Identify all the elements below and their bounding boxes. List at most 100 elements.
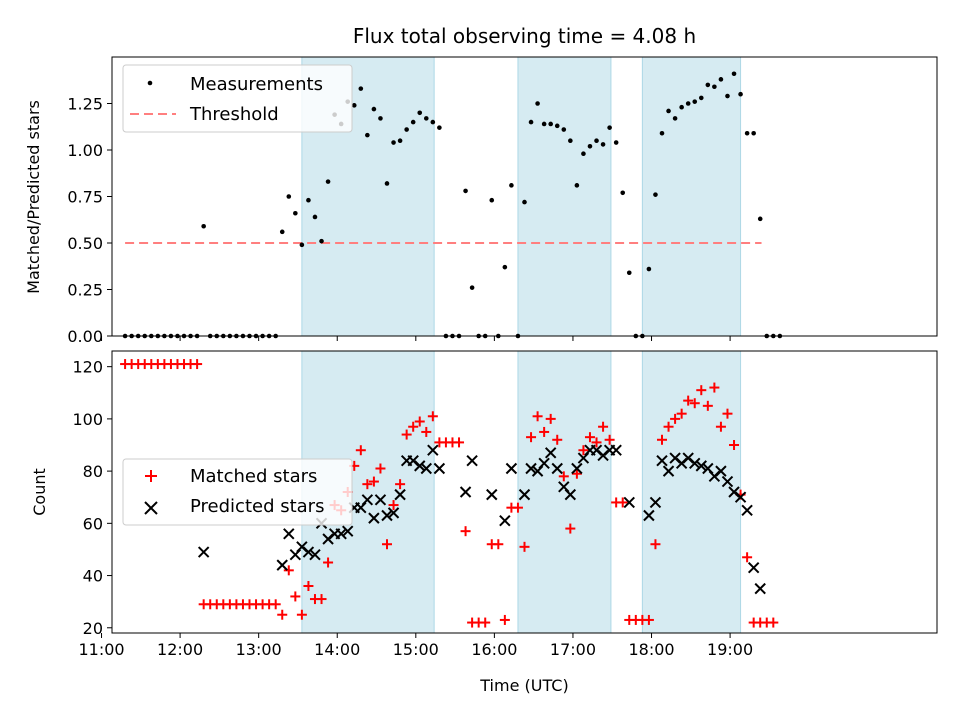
x-tick-label: 11:00 — [78, 640, 124, 659]
bottom-y-axis-ticks: 20 40 60 80 100 120 — [72, 358, 112, 638]
top-y-axis-ticks: 0.00 0.25 0.50 0.75 1.00 1.25 — [67, 95, 112, 346]
matched-star-point — [722, 408, 733, 419]
measurement-point — [299, 242, 305, 248]
predicted-star-point — [721, 475, 734, 488]
measurement-point — [293, 210, 298, 216]
measurement-point — [587, 143, 593, 149]
matched-star-point — [283, 565, 294, 576]
matched-star-point — [512, 502, 523, 513]
measurement-point — [712, 84, 717, 90]
matched-star-point — [382, 539, 392, 550]
measurement-point — [417, 110, 423, 116]
predicted-star-point — [747, 562, 760, 574]
measurement-point — [607, 125, 612, 130]
matched-star-point — [650, 539, 661, 550]
measurement-point — [574, 183, 580, 188]
legend-x-marker — [144, 501, 158, 515]
matched-star-point — [598, 421, 609, 432]
legend-matched-label: Matched stars — [190, 466, 317, 487]
matched-star-point — [480, 617, 491, 628]
top-observing-intervals — [301, 56, 742, 337]
matched-star-point — [742, 552, 753, 563]
predicted-star-point — [544, 447, 557, 459]
matched-star-point — [270, 599, 281, 610]
measurement-point — [594, 138, 599, 143]
legend-measurement-marker — [147, 80, 153, 86]
matched-star-point — [460, 526, 471, 537]
matched-star-point — [388, 500, 399, 511]
measurement-point — [522, 199, 527, 205]
matched-star-point — [277, 609, 288, 620]
matched-star-point — [689, 398, 700, 409]
predicted-star-point — [414, 460, 426, 472]
x-tick-label: 19:00 — [707, 640, 753, 659]
matched-stars-points — [120, 359, 779, 628]
y-tick-label: 0.00 — [67, 327, 103, 346]
measurement-point — [620, 190, 626, 196]
matched-star-point — [323, 557, 334, 568]
bottom-legend-box — [122, 458, 353, 526]
measurement-point — [319, 238, 324, 244]
matched-star-point — [617, 497, 628, 508]
measurement-point — [561, 127, 567, 132]
legend-predicted-label: Predicted stars — [190, 496, 324, 517]
measurement-point — [548, 121, 553, 127]
predicted-star-point — [276, 559, 288, 571]
matched-star-point — [532, 411, 543, 422]
measurement-point — [679, 104, 684, 110]
predicted-star-point — [505, 462, 518, 475]
measurement-point — [757, 216, 763, 222]
predicted-star-point — [538, 457, 550, 469]
measurement-point — [535, 101, 540, 106]
predicted-star-point — [466, 454, 478, 467]
observing-interval-2 — [517, 56, 612, 337]
measurement-point — [437, 125, 442, 130]
matched-star-point — [395, 479, 406, 490]
y-tick-label: 1.00 — [67, 141, 103, 160]
y-tick-label: 20 — [83, 619, 103, 638]
predicted-star-point — [734, 491, 747, 503]
measurement-point — [672, 116, 678, 121]
matched-star-point — [493, 539, 504, 550]
x-tick-label: 14:00 — [314, 640, 360, 659]
measurement-point — [653, 192, 658, 197]
bottom-panel: 11:00 12:00 13:00 14:00 15:00 16:00 17:00 18:00… — [30, 350, 938, 695]
measurement-point — [744, 130, 750, 136]
measurement-point — [351, 103, 357, 108]
predicted-star-point — [643, 509, 655, 522]
matched-star-point — [696, 385, 707, 396]
measurement-point — [685, 101, 691, 106]
matched-star-point — [683, 395, 694, 406]
measurement-point — [666, 108, 671, 114]
measurement-point — [692, 99, 698, 104]
predicted-star-point — [518, 488, 531, 501]
matched-star-point — [571, 468, 582, 479]
matched-star-point — [715, 421, 726, 432]
predicted-star-point — [564, 488, 577, 501]
matched-star-point — [414, 416, 425, 427]
predicted-star-point — [387, 507, 400, 519]
predicted-star-point — [571, 462, 583, 475]
measurement-point — [731, 71, 737, 77]
legend-measurements-label: Measurements — [190, 74, 323, 95]
predicted-star-point — [309, 548, 321, 561]
matched-star-point — [362, 479, 373, 490]
matched-star-point — [578, 445, 589, 456]
predicted-star-point — [374, 494, 387, 506]
predicted-star-point — [689, 457, 701, 469]
measurement-point — [312, 214, 318, 220]
predicted-star-point — [302, 546, 315, 558]
legend-plus-marker — [145, 470, 157, 482]
predicted-star-point — [394, 488, 406, 501]
measurement-point — [404, 127, 409, 132]
measurement-point — [286, 194, 292, 199]
matched-star-point — [657, 434, 667, 445]
predicted-star-point — [342, 525, 354, 537]
measurement-point — [705, 82, 711, 88]
measurement-point — [568, 138, 573, 143]
predicted-star-point — [499, 515, 511, 527]
matched-star-point — [565, 523, 576, 534]
measurement-point — [502, 264, 508, 270]
matched-star-point — [558, 471, 569, 482]
